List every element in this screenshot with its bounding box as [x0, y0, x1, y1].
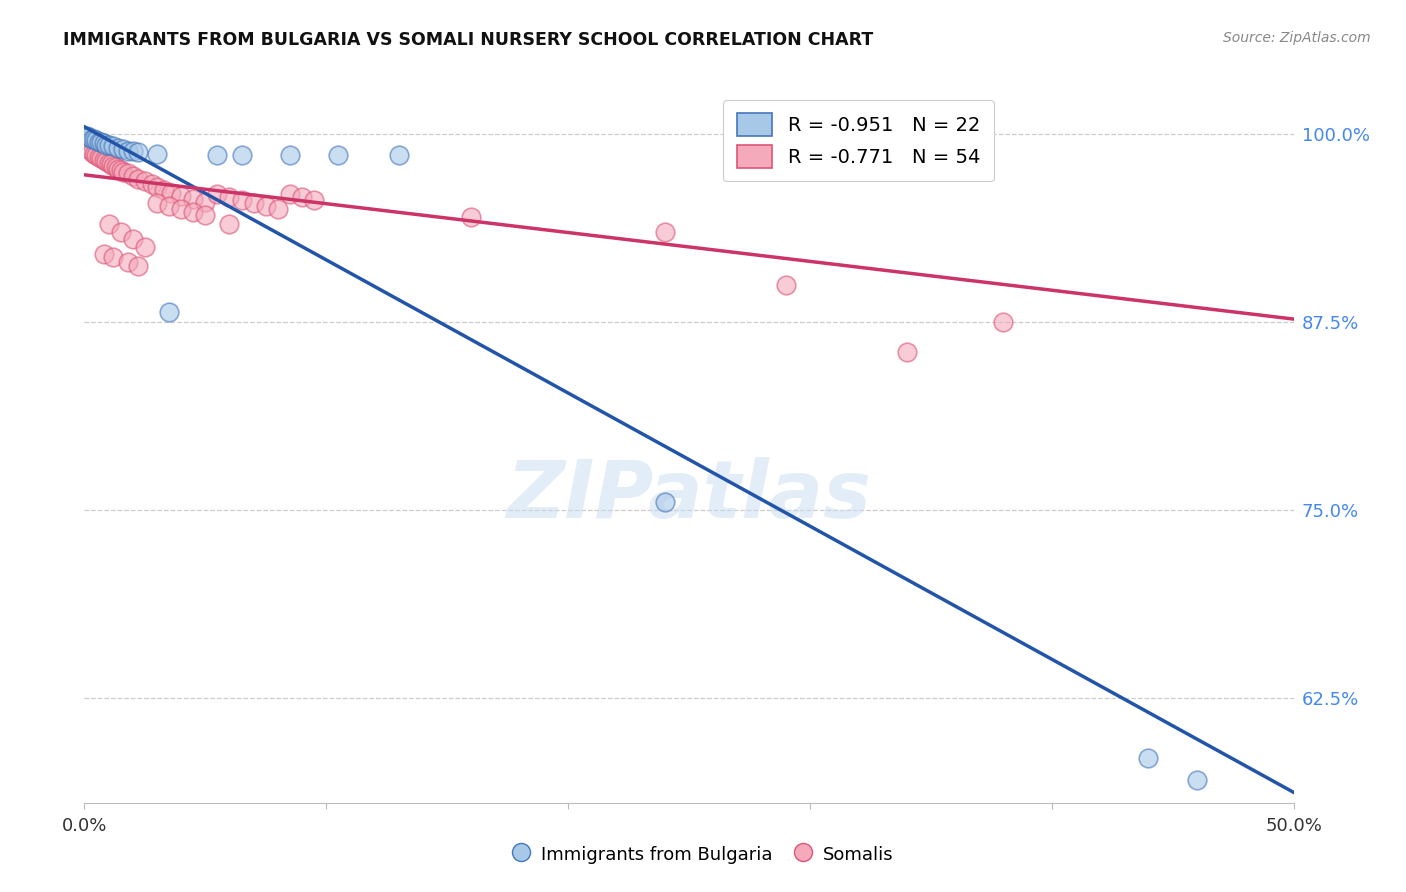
Point	[121, 169, 143, 184]
Point	[90, 135, 112, 149]
Point	[194, 194, 217, 209]
Point	[896, 345, 918, 359]
Point	[110, 225, 132, 239]
Point	[654, 495, 676, 509]
Point	[93, 136, 115, 151]
Point	[77, 130, 100, 145]
Point	[1137, 750, 1160, 764]
Point	[97, 137, 120, 152]
Point	[93, 247, 115, 261]
Point	[157, 304, 180, 318]
Point	[117, 144, 139, 158]
Point	[218, 190, 240, 204]
Point	[146, 146, 169, 161]
Point	[254, 199, 277, 213]
Point	[112, 142, 135, 156]
Point	[207, 187, 229, 202]
Point	[242, 196, 264, 211]
Point	[117, 255, 139, 269]
Point	[146, 196, 169, 211]
Point	[181, 192, 204, 206]
Point	[80, 145, 103, 160]
Point	[170, 189, 193, 203]
Point	[76, 128, 98, 143]
Point	[291, 190, 314, 204]
Point	[90, 151, 112, 165]
Point	[134, 174, 156, 188]
Point	[194, 208, 217, 222]
Point	[103, 159, 125, 173]
Legend: R = -0.951   N = 22, R = -0.771   N = 54: R = -0.951 N = 22, R = -0.771 N = 54	[724, 100, 994, 181]
Point	[1185, 773, 1208, 788]
Point	[97, 156, 120, 170]
Point	[83, 146, 105, 161]
Point	[181, 205, 204, 219]
Point	[267, 202, 290, 217]
Point	[207, 148, 229, 162]
Point	[388, 148, 411, 162]
Point	[112, 165, 135, 179]
Point	[76, 137, 98, 152]
Point	[97, 218, 120, 232]
Point	[86, 133, 108, 147]
Point	[146, 179, 169, 194]
Point	[328, 148, 350, 162]
Point	[93, 153, 115, 167]
Point	[134, 240, 156, 254]
Point	[87, 150, 110, 164]
Point	[127, 145, 149, 160]
Point	[121, 144, 143, 158]
Point	[83, 132, 105, 146]
Text: IMMIGRANTS FROM BULGARIA VS SOMALI NURSERY SCHOOL CORRELATION CHART: IMMIGRANTS FROM BULGARIA VS SOMALI NURSE…	[63, 31, 873, 49]
Point	[100, 157, 122, 171]
Point	[77, 142, 100, 156]
Point	[170, 202, 193, 217]
Point	[654, 225, 676, 239]
Point	[231, 148, 253, 162]
Point	[87, 135, 110, 149]
Point	[157, 199, 180, 213]
Text: ZIPatlas: ZIPatlas	[506, 457, 872, 535]
Point	[94, 137, 117, 152]
Point	[110, 163, 132, 178]
Point	[127, 172, 149, 186]
Point	[80, 132, 103, 146]
Text: Source: ZipAtlas.com: Source: ZipAtlas.com	[1223, 31, 1371, 45]
Point	[121, 232, 143, 246]
Point	[993, 315, 1015, 329]
Point	[104, 161, 127, 175]
Point	[107, 161, 129, 176]
Point	[231, 194, 253, 208]
Point	[86, 148, 108, 162]
Point	[278, 187, 301, 202]
Point	[775, 277, 797, 292]
Point	[94, 154, 117, 169]
Point	[127, 260, 149, 274]
Point	[103, 251, 125, 265]
Point	[117, 166, 139, 180]
Point	[103, 139, 125, 153]
Point	[153, 183, 176, 197]
Point	[141, 177, 163, 191]
Legend: Immigrants from Bulgaria, Somalis: Immigrants from Bulgaria, Somalis	[505, 836, 901, 872]
Point	[302, 194, 325, 208]
Point	[160, 186, 183, 200]
Point	[218, 218, 240, 232]
Point	[278, 148, 301, 162]
Point	[107, 141, 129, 155]
Point	[460, 210, 482, 224]
